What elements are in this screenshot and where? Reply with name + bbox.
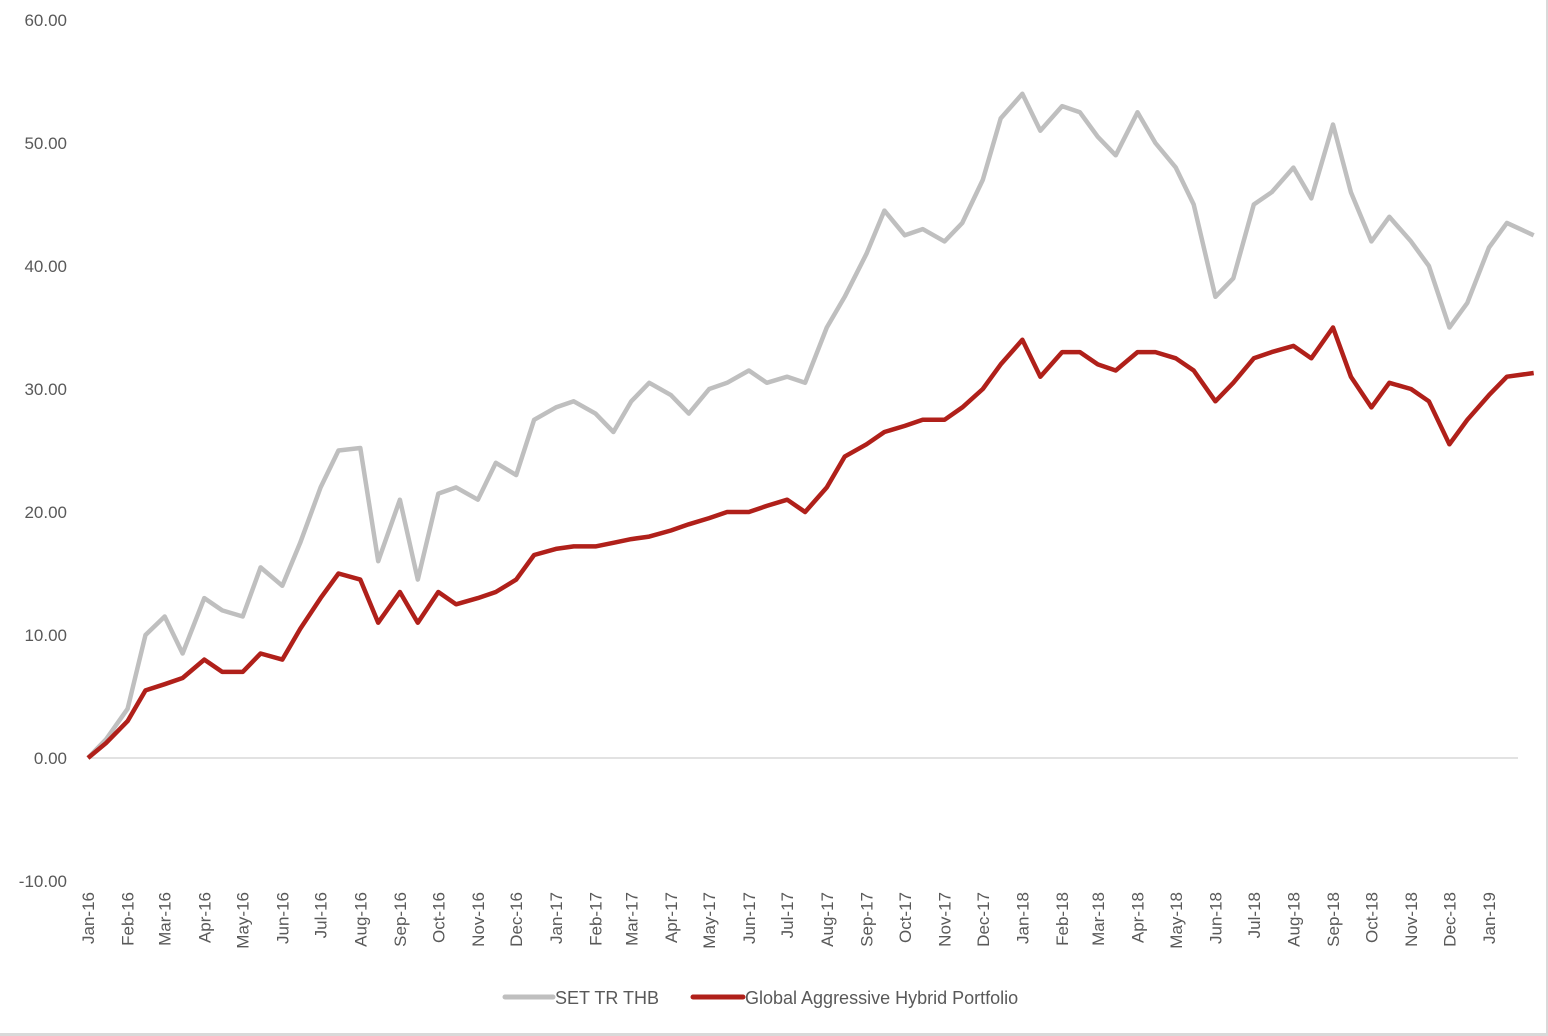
y-tick-label: 50.00 bbox=[24, 134, 67, 153]
x-tick-label: May-17 bbox=[700, 892, 719, 949]
x-tick-label: Jul-18 bbox=[1245, 892, 1264, 938]
x-tick-label: Nov-17 bbox=[935, 892, 954, 947]
x-tick-label: May-16 bbox=[234, 892, 253, 949]
x-tick-label: Feb-16 bbox=[119, 892, 138, 946]
x-tick-label: Mar-16 bbox=[156, 892, 175, 946]
x-tick-label: Apr-17 bbox=[662, 892, 681, 943]
x-tick-label: Jun-17 bbox=[740, 892, 759, 944]
x-tick-label: Feb-17 bbox=[586, 892, 605, 946]
series-line-set-tr-thb bbox=[86, 91, 1535, 760]
x-tick-label: Apr-16 bbox=[195, 892, 214, 943]
x-tick-label: Nov-18 bbox=[1402, 892, 1421, 947]
y-tick-label: 20.00 bbox=[24, 503, 67, 522]
y-tick-label: 40.00 bbox=[24, 257, 67, 276]
x-tick-label: Jun-18 bbox=[1206, 892, 1225, 944]
legend-label: SET TR THB bbox=[555, 988, 659, 1008]
x-tick-label: Sep-17 bbox=[857, 892, 876, 947]
legend-label: Global Aggressive Hybrid Portfolio bbox=[745, 988, 1018, 1008]
x-tick-label: Sep-18 bbox=[1324, 892, 1343, 947]
x-tick-label: Mar-18 bbox=[1089, 892, 1108, 946]
x-tick-label: Jan-18 bbox=[1013, 892, 1032, 944]
y-tick-label: -10.00 bbox=[19, 872, 67, 891]
x-tick-label: Dec-18 bbox=[1440, 892, 1459, 947]
x-tick-label: Aug-16 bbox=[351, 892, 370, 947]
x-tick-label: Jul-17 bbox=[778, 892, 797, 938]
x-tick-label: Oct-17 bbox=[896, 892, 915, 943]
x-tick-label: Feb-18 bbox=[1053, 892, 1072, 946]
x-tick-label: May-18 bbox=[1167, 892, 1186, 949]
y-tick-label: 0.00 bbox=[34, 749, 67, 768]
x-tick-label: Jul-16 bbox=[312, 892, 331, 938]
x-tick-label: Jan-16 bbox=[79, 892, 98, 944]
x-tick-label: Dec-17 bbox=[974, 892, 993, 947]
y-tick-label: 60.00 bbox=[24, 11, 67, 30]
x-tick-label: Aug-17 bbox=[818, 892, 837, 947]
y-tick-label: 10.00 bbox=[24, 626, 67, 645]
x-tick-label: Sep-16 bbox=[391, 892, 410, 947]
x-tick-label: Jun-16 bbox=[273, 892, 292, 944]
x-tick-label: Oct-18 bbox=[1362, 892, 1381, 943]
x-tick-label: Jan-19 bbox=[1480, 892, 1499, 944]
x-tick-label: Apr-18 bbox=[1128, 892, 1147, 943]
x-tick-label: Mar-17 bbox=[622, 892, 641, 946]
y-tick-label: 30.00 bbox=[24, 380, 67, 399]
x-tick-label: Jan-17 bbox=[547, 892, 566, 944]
x-tick-label: Oct-16 bbox=[429, 892, 448, 943]
x-tick-label: Nov-16 bbox=[469, 892, 488, 947]
series-line-portfolio bbox=[86, 325, 1535, 760]
x-tick-label: Aug-18 bbox=[1284, 892, 1303, 947]
x-tick-label: Dec-16 bbox=[507, 892, 526, 947]
